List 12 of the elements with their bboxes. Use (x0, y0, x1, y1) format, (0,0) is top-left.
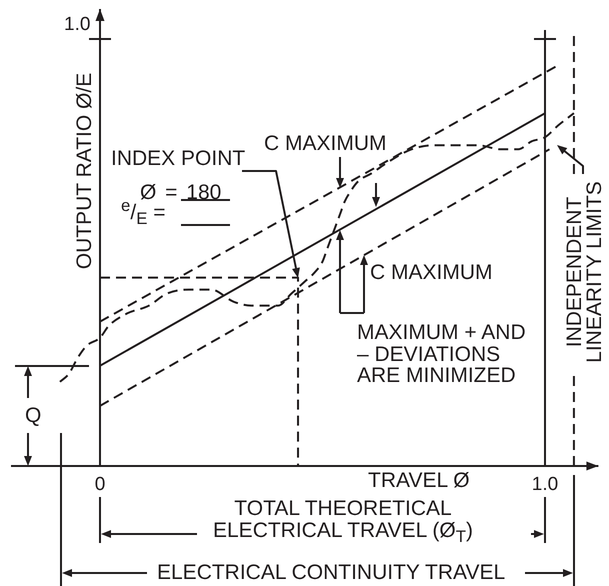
y-axis-title: OUTPUT RATIO Ø/E (73, 72, 96, 270)
x-axis-title: TRAVEL Ø (368, 469, 470, 492)
annotation: MAXIMUM + AND – DEVIATIONS ARE MINIMIZED (357, 321, 527, 388)
annotation: C MAXIMUM (370, 261, 492, 284)
annotation: Q (25, 404, 42, 427)
annotation: C MAXIMUM (264, 132, 386, 155)
annotation: INDEX POINT (111, 147, 246, 170)
text: ELECTRICAL CONTINUITY TRAVEL (157, 561, 506, 584)
text: TOTAL THEORETICAL ELECTRICAL TRAVEL (Ø$_{T}$) (212, 497, 474, 546)
annotation: INDEPENDENT LINEARITY LIMITS (563, 180, 606, 365)
text: 1.0 (64, 14, 90, 36)
x-tick-label: 0 (94, 474, 106, 495)
